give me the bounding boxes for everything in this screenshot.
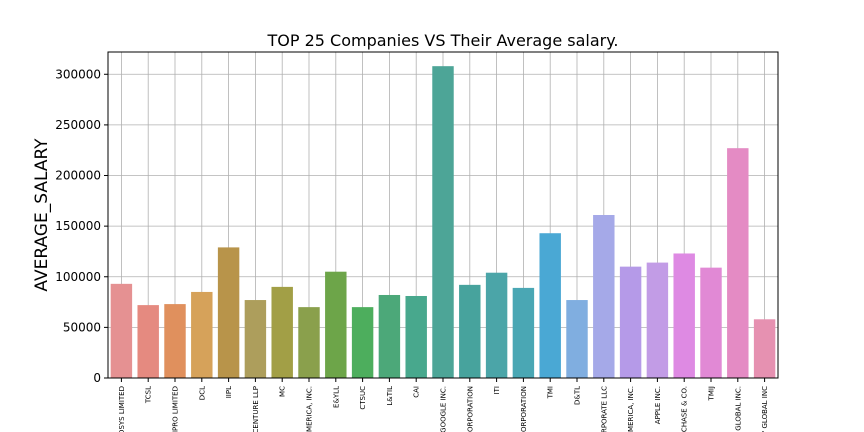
bar	[298, 307, 320, 378]
bar	[325, 271, 347, 378]
bar	[700, 267, 722, 378]
x-tick-labels: OSYS LIMITED TCSL IPRO LIMITED DCL IIPL CENTU…	[118, 378, 769, 432]
x-tick-label: MC	[279, 386, 287, 397]
bar	[378, 294, 401, 378]
bar	[110, 283, 133, 378]
bar	[351, 307, 374, 378]
bar	[217, 247, 240, 378]
y-tick-label: 50000	[63, 320, 101, 334]
x-tick-label: ORPORATION	[520, 386, 528, 432]
bar	[646, 262, 669, 378]
x-tick-label: MERICA, INC.	[627, 386, 635, 432]
x-tick-label: DCL	[198, 386, 206, 400]
y-tick-labels: 0 50000 100000 150000 200000 250000 300000	[55, 67, 108, 385]
bar	[432, 66, 454, 378]
x-tick-label: TCSL	[145, 386, 153, 404]
x-tick-label: ITI	[493, 386, 501, 394]
bar	[137, 305, 159, 378]
x-tick-label: IPRO LIMITED	[172, 386, 180, 432]
bar	[271, 286, 293, 378]
bars	[110, 66, 776, 378]
bar	[164, 304, 186, 378]
x-tick-label: ' GLOBAL INC	[761, 386, 769, 432]
bar	[512, 287, 535, 378]
x-tick-label: ORPORATION	[466, 386, 474, 432]
bar	[566, 300, 588, 378]
bar	[619, 266, 642, 378]
bar	[191, 291, 213, 378]
x-tick-label: GLOBAL INC.	[734, 386, 742, 431]
x-tick-label: TMI	[547, 386, 555, 399]
bar	[405, 295, 427, 378]
bar	[485, 272, 508, 378]
y-tick-label: 200000	[55, 169, 101, 183]
x-tick-label: E&YLL	[332, 386, 340, 408]
x-tick-label: IIPL	[225, 386, 233, 398]
x-tick-label: CHASE & CO.	[681, 386, 689, 432]
bar	[539, 233, 561, 378]
x-tick-label: CAI	[413, 386, 421, 398]
x-tick-label: RPORATE LLC	[600, 386, 608, 432]
y-tick-label: 150000	[55, 219, 101, 233]
bar	[753, 319, 776, 378]
bar	[459, 284, 481, 378]
bar	[673, 253, 695, 378]
bar	[727, 148, 749, 378]
bar	[244, 300, 267, 378]
x-tick-label: GOOGLE INC.	[440, 386, 448, 432]
y-tick-label: 300000	[55, 67, 101, 81]
plot-frame	[107, 51, 779, 379]
y-axis-label: AVERAGE_SALARY	[32, 138, 52, 292]
x-tick-label: L&TIL	[386, 386, 394, 406]
x-tick-label: OSYS LIMITED	[118, 386, 126, 432]
x-tick-label: CENTURE LLP	[252, 386, 260, 432]
y-tick-label: 100000	[55, 270, 101, 284]
chart-title: TOP 25 Companies VS Their Average salary…	[267, 31, 619, 50]
y-tick-label: 250000	[55, 118, 101, 132]
x-tick-label: CTSUC	[359, 386, 367, 410]
x-tick-label: APPLE INC.	[654, 386, 662, 424]
bar	[593, 215, 615, 378]
y-tick-label: 0	[93, 371, 101, 385]
x-tick-label: D&TL	[574, 386, 582, 405]
x-tick-label: TMIJ	[708, 386, 716, 401]
x-tick-label: MERICA, INC.	[306, 386, 314, 432]
